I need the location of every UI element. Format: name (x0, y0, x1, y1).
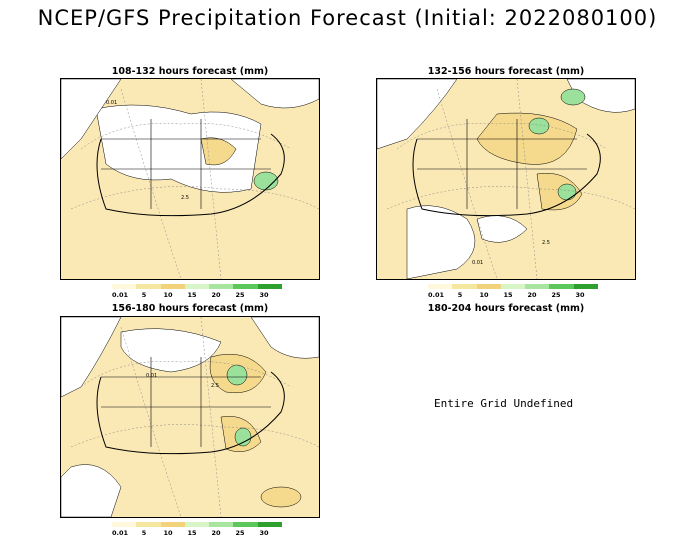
legend-color-bar (112, 522, 282, 527)
legend-3: 0.01 5 10 15 20 25 30 (112, 522, 282, 540)
legend-label: 10 (479, 291, 489, 299)
legend-swatch (136, 522, 161, 527)
legend-swatch (233, 284, 258, 289)
contour-label: 0.01 (146, 373, 157, 379)
legend-swatch (184, 522, 210, 527)
legend-swatch (160, 522, 185, 527)
legend-label: 15 (503, 291, 513, 299)
legend-swatch (257, 284, 282, 289)
legend-swatch (452, 284, 477, 289)
legend-label: 20 (211, 291, 221, 299)
legend-swatch (476, 284, 501, 289)
panel-title-1: 108-132 hours forecast (mm) (111, 66, 269, 77)
legend-swatch (257, 522, 282, 527)
legend-label: 10 (163, 291, 173, 299)
map-panel-2: 0.01 2.5 (376, 78, 636, 280)
legend-1: 0.01 5 10 15 20 25 30 (112, 284, 282, 302)
legend-label: 5 (141, 291, 147, 299)
map-panel-1: 0.01 2.5 (60, 78, 320, 280)
contour-label: 0.01 (472, 260, 483, 266)
contour-label: 0.01 (106, 100, 117, 106)
contour-label: 2.5 (211, 383, 219, 389)
legend-label: 20 (527, 291, 537, 299)
legend-label: 15 (187, 529, 197, 537)
legend-label: 30 (259, 291, 269, 299)
legend-color-bar (112, 284, 282, 289)
legend-label: 0.01 (111, 291, 129, 299)
legend-label: 15 (187, 291, 197, 299)
panel-title-4: 180-204 hours forecast (mm) (427, 303, 585, 314)
legend-swatch (184, 284, 210, 289)
legend-label: 0.01 (427, 291, 445, 299)
legend-swatch (209, 522, 234, 527)
legend-swatch (112, 284, 137, 289)
legend-label: 30 (259, 529, 269, 537)
legend-swatch (549, 284, 574, 289)
legend-label: 20 (211, 529, 221, 537)
legend-label: 25 (235, 529, 245, 537)
legend-label: 25 (235, 291, 245, 299)
legend-swatch (525, 284, 550, 289)
undefined-grid-message: Entire Grid Undefined (434, 397, 574, 410)
page-title: NCEP/GFS Precipitation Forecast (Initial… (37, 6, 658, 30)
legend-swatch (112, 522, 137, 527)
legend-swatch (233, 522, 258, 527)
precip-map-1: 0.01 2.5 (61, 79, 319, 279)
contour-label: 2.5 (542, 240, 550, 246)
legend-swatch (573, 284, 598, 289)
legend-swatch (209, 284, 234, 289)
panel-title-3: 156-180 hours forecast (mm) (111, 303, 269, 314)
map-panel-3: 0.01 2.5 (60, 316, 320, 518)
legend-label: 5 (141, 529, 147, 537)
panel-title-2: 132-156 hours forecast (mm) (427, 66, 585, 77)
legend-color-bar (428, 284, 598, 289)
legend-swatch (136, 284, 161, 289)
legend-label: 5 (457, 291, 463, 299)
contour-label: 2.5 (181, 195, 189, 201)
legend-label: 10 (163, 529, 173, 537)
legend-swatch (160, 284, 185, 289)
legend-2: 0.01 5 10 15 20 25 30 (428, 284, 598, 302)
legend-label: 25 (551, 291, 561, 299)
precip-map-2: 0.01 2.5 (377, 79, 635, 279)
legend-label: 30 (575, 291, 585, 299)
legend-swatch (500, 284, 526, 289)
legend-swatch (428, 284, 453, 289)
precip-map-3: 0.01 2.5 (61, 317, 319, 517)
legend-label: 0.01 (111, 529, 129, 537)
